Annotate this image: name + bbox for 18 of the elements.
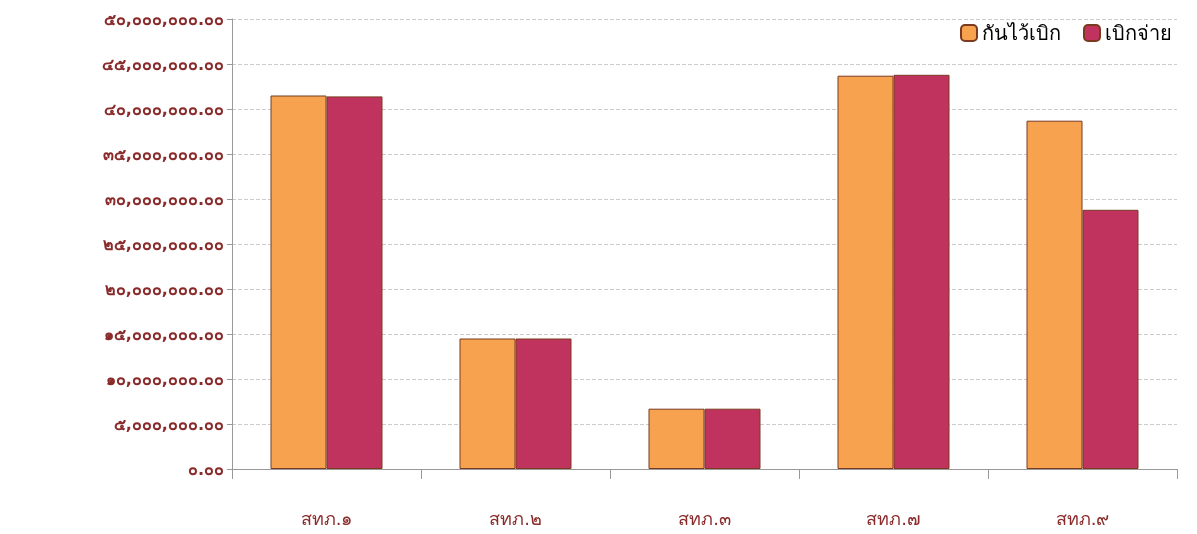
y-tick-label: ๓๐,๐๐๐,๐๐๐.๐๐ xyxy=(104,189,224,209)
x-tick-label: สทภ.๒ xyxy=(489,507,542,529)
y-tick-label: ๓๕,๐๐๐,๐๐๐.๐๐ xyxy=(102,144,224,164)
y-tick-label: ๔๐,๐๐๐,๐๐๐.๐๐ xyxy=(103,99,224,119)
y-tick-label: ๐.๐๐ xyxy=(187,459,224,479)
y-tick-label: ๑๕,๐๐๐,๐๐๐.๐๐ xyxy=(103,324,224,344)
y-tick-label: ๒๕,๐๐๐,๐๐๐.๐๐ xyxy=(102,234,224,254)
y-tick-label: ๕๐,๐๐๐,๐๐๐.๐๐ xyxy=(103,9,224,29)
legend-label: กันไว้เบิก xyxy=(982,21,1061,45)
x-tick-label: สทภ.๓ xyxy=(678,507,731,529)
x-tick-label: สทภ.๑ xyxy=(300,507,353,529)
y-tick-label: ๒๐,๐๐๐,๐๐๐.๐๐ xyxy=(104,279,224,299)
y-tick-label: ๕,๐๐๐,๐๐๐.๐๐ xyxy=(113,414,224,434)
y-tick-label: ๔๕,๐๐๐,๐๐๐.๐๐ xyxy=(101,54,224,74)
x-tick-label: สทภ.๙ xyxy=(1055,507,1110,529)
x-tick-label: สทภ.๗ xyxy=(866,507,921,529)
legend-label: เบิกจ่าย xyxy=(1105,21,1172,45)
y-tick-label: ๑๐,๐๐๐,๐๐๐.๐๐ xyxy=(105,369,224,389)
